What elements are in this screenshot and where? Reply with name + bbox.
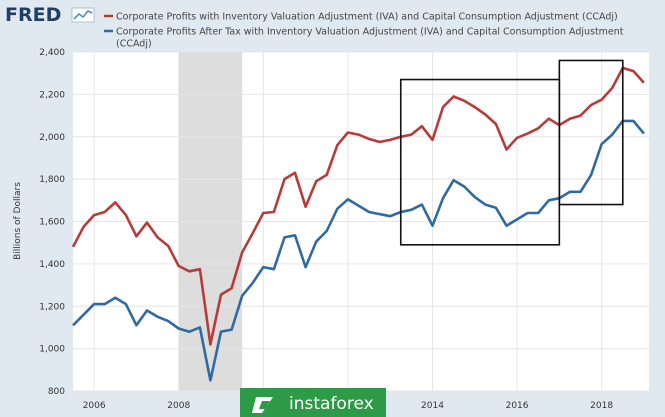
- legend-label-series1: Corporate Profits with Inventory Valuati…: [116, 12, 618, 23]
- fred-logo: FRED: [5, 4, 95, 26]
- annotation-boxes: [399, 59, 624, 246]
- series-line-2: [72, 119, 645, 382]
- x-tick-label: 2016: [506, 401, 529, 411]
- y-axis-title: Billions of Dollars: [13, 182, 23, 260]
- gridlines: [73, 51, 649, 392]
- legend-label-series2-line2: (CCAdj): [116, 39, 152, 50]
- y-tick-label: 1,000: [39, 345, 65, 355]
- y-tick-label: 1,600: [39, 218, 65, 228]
- legend-label-series2-line1: Corporate Profits After Tax with Invento…: [116, 27, 624, 38]
- y-tick-label: 1,400: [39, 260, 65, 270]
- legend: Corporate Profits with Inventory Valuati…: [104, 12, 624, 50]
- watermark: instaforex: [240, 388, 386, 417]
- y-tick-label: 2,000: [39, 133, 65, 143]
- x-tick-label: 2008: [167, 401, 190, 411]
- y-tick-label: 1,800: [39, 175, 65, 185]
- series-line-1: [71, 66, 645, 346]
- fred-logo-text: FRED: [5, 4, 61, 26]
- y-tick-label: 2,400: [39, 48, 65, 58]
- x-tick-label: 2018: [590, 401, 613, 411]
- annotation-box-2: [558, 59, 624, 206]
- y-tick-label: 2,200: [39, 90, 65, 100]
- y-axis-ticks: 800 1,000 1,200 1,400 1,600 1,800 2,000 2,200 2,…: [39, 48, 65, 397]
- y-tick-label: 1,200: [39, 302, 65, 312]
- instaforex-logo-icon: [252, 397, 273, 413]
- x-tick-label: 2006: [83, 401, 106, 411]
- y-tick-label: 800: [48, 387, 65, 397]
- series-lines: [71, 66, 645, 382]
- x-tick-label: 2014: [421, 401, 444, 411]
- watermark-text: instaforex: [289, 394, 374, 414]
- line-chart-icon: [71, 7, 95, 23]
